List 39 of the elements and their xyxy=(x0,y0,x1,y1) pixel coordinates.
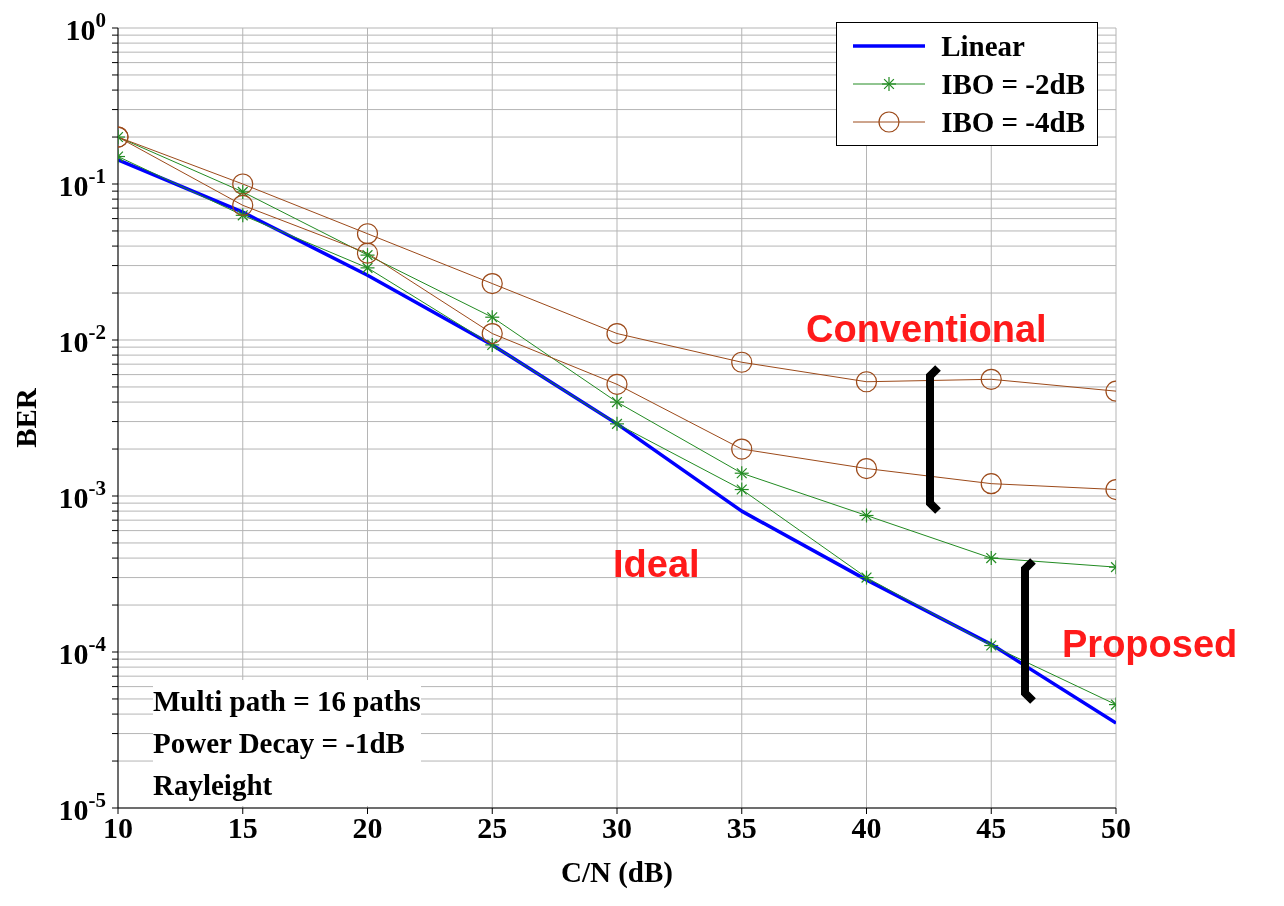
point xyxy=(481,272,503,295)
point xyxy=(731,438,753,460)
annotation: Ideal xyxy=(613,543,700,586)
y-tick-label: 10$^{-3}$ xyxy=(58,476,106,514)
y-tick-label: 10$^{-2}$ xyxy=(58,320,106,358)
annotation: Power Decay = -1dB xyxy=(153,726,406,761)
point xyxy=(232,173,254,195)
y-tick-label: 10$^{-5}$ xyxy=(58,788,106,826)
y-tick-label: 10$^{0}$ xyxy=(65,8,106,46)
y-tick-label: 10$^{-4}$ xyxy=(58,632,107,670)
x-tick-label: 15 xyxy=(227,811,258,844)
legend-label: Linear xyxy=(941,29,1025,63)
annotation: Rayleight xyxy=(153,768,274,803)
x-tick-label: 20 xyxy=(352,811,383,844)
point xyxy=(606,373,628,395)
legend-label: IBO = -4dB xyxy=(941,105,1085,139)
point xyxy=(980,368,1002,390)
y-axis-title: BER xyxy=(10,387,43,448)
annotation: Conventional xyxy=(806,308,1047,351)
y-tick-label: 10$^{-1}$ xyxy=(58,164,106,202)
x-tick-label: 25 xyxy=(477,811,508,844)
x-tick-label: 10 xyxy=(103,811,133,844)
point xyxy=(232,194,254,216)
x-axis-title: C/N (dB) xyxy=(561,856,673,889)
point xyxy=(356,223,379,245)
point xyxy=(481,322,503,345)
x-tick-label: 35 xyxy=(726,811,757,844)
point xyxy=(980,473,1002,495)
x-tick-label: 45 xyxy=(976,811,1007,844)
point xyxy=(855,457,878,480)
x-tick-label: 50 xyxy=(1101,811,1131,844)
x-tick-label: 30 xyxy=(602,811,632,844)
annotation: Multi path = 16 paths xyxy=(153,684,421,719)
x-tick-label: 40 xyxy=(851,811,882,844)
annotation: Proposed xyxy=(1062,623,1238,666)
point xyxy=(731,351,753,373)
legend-label: IBO = -2dB xyxy=(941,67,1085,101)
point xyxy=(606,322,628,345)
point xyxy=(855,371,878,393)
